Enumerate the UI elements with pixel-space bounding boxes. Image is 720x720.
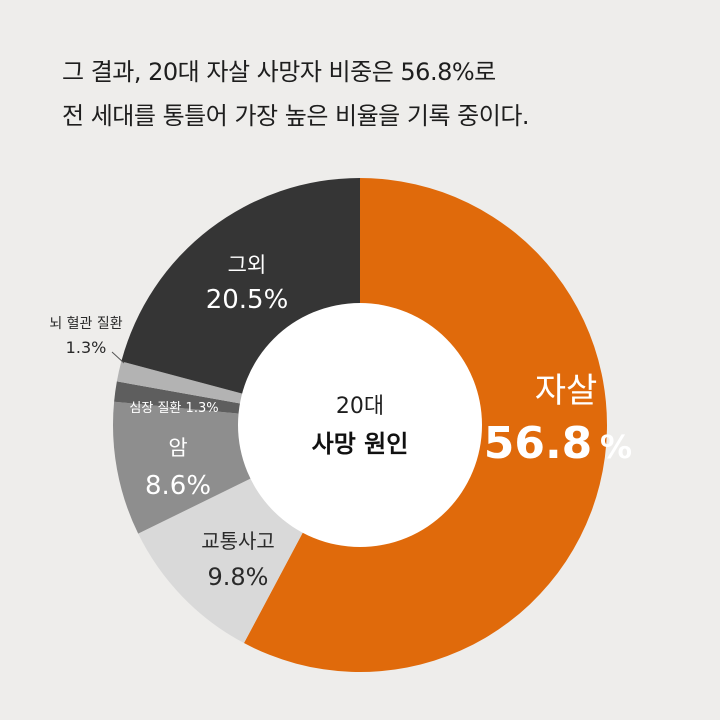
slice-value-heart: 1.3% [186,401,219,416]
slice-label-suicide: 자살 [535,371,598,411]
headline-line-1: 그 결과, 20대 자살 사망자 비중은 56.8%로 [62,58,496,86]
donut-hole [238,303,482,547]
slice-value-others: 20.5% [206,285,289,315]
center-label-line-2: 사망 원인 [312,430,409,458]
center-label-line-1: 20대 [336,394,384,419]
slice-label-cancer: 암 [168,436,187,460]
slice-value-suicide: 56.8 [484,418,593,469]
slice-label-heart: 심장 질환 1.3% [129,401,218,416]
slice-value-cancer: 8.6% [145,471,211,501]
slice-value-traffic: 9.8% [208,563,269,591]
headline: 그 결과, 20대 자살 사망자 비중은 56.8%로 전 세대를 통틀어 가장… [62,50,682,138]
headline-line-2: 전 세대를 통틀어 가장 높은 비율을 기록 중이다. [62,102,530,130]
leader-line-brain [111,351,125,364]
donut-labels: 20대 사망 원인 자살 56.8 % 교통사고 9.8% 암 8.6% 심장 … [49,253,632,591]
slice-label-traffic: 교통사고 [201,529,275,553]
slice-unit-suicide: % [600,428,632,466]
slice-label-heart-name: 심장 질환 [129,401,181,416]
slice-label-others: 그외 [228,253,267,277]
slice-value-brain: 1.3% [66,338,107,357]
slice-label-brain: 뇌 혈관 질환 [49,316,122,332]
